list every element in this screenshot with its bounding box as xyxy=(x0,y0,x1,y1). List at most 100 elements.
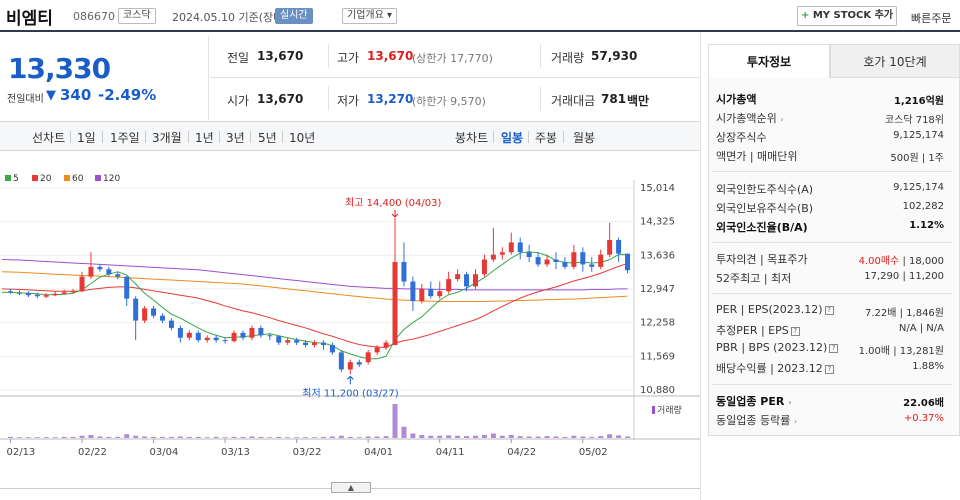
listed-shares-label: 상장주식수 xyxy=(716,131,767,144)
low-label: 저가 xyxy=(337,94,360,108)
y-tick-label: 11,569 xyxy=(640,351,675,362)
tab-1w[interactable]: 1주일 xyxy=(110,131,140,145)
candle xyxy=(419,288,425,302)
volume-bar xyxy=(455,435,461,438)
prev-close-label: 전일 xyxy=(227,51,250,65)
chevron-right-icon: › xyxy=(793,417,798,426)
divider xyxy=(219,131,220,143)
candle xyxy=(544,259,550,265)
y-tick-label: 12,258 xyxy=(640,318,675,329)
candle xyxy=(455,274,461,280)
volume-bar xyxy=(562,436,568,438)
tab-10y[interactable]: 10년 xyxy=(289,131,316,145)
tab-5y[interactable]: 5년 xyxy=(258,131,277,145)
tab-monthly[interactable]: 월봉 xyxy=(573,131,596,145)
foreign-holding-label: 외국인보유주식수(B) xyxy=(716,202,814,215)
ma60-line xyxy=(1,271,628,303)
help-icon[interactable]: ? xyxy=(824,306,834,315)
volume-bar xyxy=(231,436,237,438)
candle xyxy=(428,288,434,297)
tab-weekly[interactable]: 주봉 xyxy=(535,131,558,145)
volume-bar xyxy=(356,437,362,438)
candle xyxy=(526,252,532,258)
help-icon[interactable]: ? xyxy=(824,365,834,374)
amount-value: 781 xyxy=(601,92,627,106)
candle xyxy=(231,332,237,342)
volume-bar xyxy=(52,437,58,438)
volume-bar xyxy=(338,435,344,438)
expand-chart-button[interactable]: ▲ xyxy=(331,482,371,493)
volume-bar xyxy=(106,436,112,438)
tab-1d[interactable]: 1일 xyxy=(77,131,96,145)
volume-bar xyxy=(16,437,22,438)
tab-3y[interactable]: 3년 xyxy=(226,131,245,145)
industry-per-label[interactable]: 동일업종 PER › xyxy=(716,395,792,408)
volume-bar xyxy=(249,436,255,438)
candle xyxy=(222,340,228,342)
arrow-up-icon xyxy=(346,375,354,385)
divider xyxy=(712,171,952,172)
industry-change-label[interactable]: 동일업종 등락률 › xyxy=(716,414,798,427)
tab-investment-info[interactable]: 투자정보 xyxy=(708,44,830,78)
volume-bar xyxy=(526,436,532,438)
opinion-label: 투자의견 | 목표주가 xyxy=(716,253,808,266)
candle xyxy=(446,279,452,292)
candle xyxy=(258,327,264,336)
candle xyxy=(365,352,371,363)
legend-ma60: 60 xyxy=(64,174,83,184)
market-cap-label: 시가총액 xyxy=(716,93,757,106)
add-mystock-button[interactable]: + MY STOCK 추가 xyxy=(797,6,897,26)
candle xyxy=(43,295,49,297)
candle xyxy=(97,266,103,270)
foreign-limit-value: 9,125,174 xyxy=(893,182,944,193)
tab-daily[interactable]: 일봉 xyxy=(501,131,524,145)
volume-bar xyxy=(517,436,523,438)
volume-bar xyxy=(392,404,398,438)
help-icon[interactable]: ? xyxy=(790,327,800,336)
volume-bar xyxy=(374,436,380,438)
chevron-up-icon: ▲ xyxy=(347,483,355,492)
market-cap-rank-label[interactable]: 시가총액순위 › xyxy=(716,112,784,125)
price-chart[interactable]: 15,014 14,325 13,636 12,947 12,258 11,569 10,8… xyxy=(0,180,700,485)
candle xyxy=(240,332,246,338)
opinion-value: 4.00매수 | 18,000 xyxy=(858,256,944,267)
volume-bar xyxy=(142,436,148,438)
candle xyxy=(625,253,631,271)
candle xyxy=(580,252,586,265)
divider xyxy=(208,36,209,120)
candle xyxy=(329,345,335,353)
prev-close-value: 13,670 xyxy=(257,49,304,63)
candle xyxy=(571,252,577,267)
tab-1y[interactable]: 1년 xyxy=(195,131,214,145)
tab-order-book[interactable]: 호가 10단계 xyxy=(830,44,960,78)
company-info-dropdown[interactable]: 기업개요 ▾ xyxy=(342,8,398,24)
candle-chart-label: 봉차트 xyxy=(455,131,489,145)
tab-3m[interactable]: 3개월 xyxy=(152,131,182,145)
line-chart-label: 선차트 xyxy=(32,131,66,145)
y-tick-label: 13,636 xyxy=(640,250,675,261)
candle xyxy=(34,294,40,297)
realtime-button[interactable]: 실시간 xyxy=(275,8,313,24)
divider xyxy=(282,131,283,143)
candle xyxy=(553,259,559,262)
par-value-label: 액면가 | 매매단위 xyxy=(716,150,798,163)
volume-bar xyxy=(589,436,595,438)
volume-bar xyxy=(508,434,514,438)
candle xyxy=(52,293,58,296)
help-icon[interactable]: ? xyxy=(829,344,839,353)
volume-bar xyxy=(276,436,282,438)
candle xyxy=(464,274,470,287)
volume-bar xyxy=(267,437,273,438)
market-cap-rank-value: 코스닥 718위 xyxy=(884,115,944,126)
x-tick-label: 03/22 xyxy=(293,447,322,458)
volume-bar xyxy=(410,433,416,438)
volume-bar xyxy=(347,436,353,438)
change-percent: -2.49% xyxy=(98,86,157,104)
quick-order-link[interactable]: 빠른주문 xyxy=(911,12,952,25)
volume-value: 57,930 xyxy=(591,49,638,63)
candle xyxy=(249,327,255,338)
volume-bar xyxy=(303,437,309,438)
volume-bar xyxy=(544,436,550,438)
y-tick-label: 14,325 xyxy=(640,217,675,228)
candle xyxy=(374,347,380,353)
